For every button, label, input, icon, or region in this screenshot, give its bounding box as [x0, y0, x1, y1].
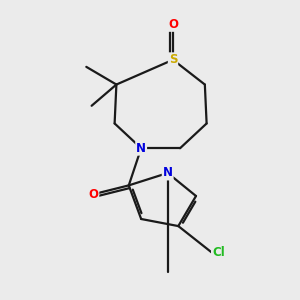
Text: Cl: Cl [212, 246, 225, 259]
Text: O: O [88, 188, 98, 201]
Text: N: N [136, 142, 146, 155]
Text: S: S [169, 53, 177, 66]
Text: O: O [168, 18, 178, 31]
Text: N: N [163, 167, 173, 179]
